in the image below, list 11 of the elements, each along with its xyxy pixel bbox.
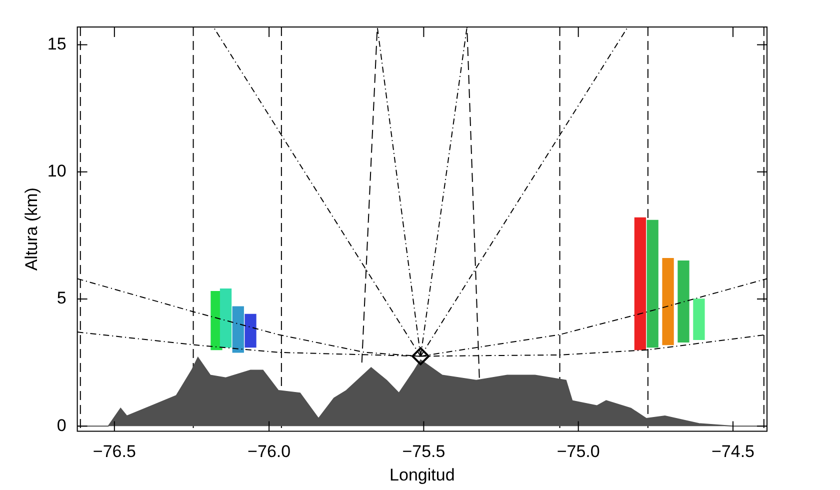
y-axis-title: Altura (km) xyxy=(22,188,41,271)
y-tick-label: 0 xyxy=(56,416,66,435)
x-tick-label: −75.0 xyxy=(556,442,600,462)
x-axis-title: Longitud xyxy=(390,465,455,484)
x-tick-label: −75.5 xyxy=(402,442,446,462)
x-tick-label: −74.5 xyxy=(711,442,754,462)
x-tick-label: −76.5 xyxy=(92,442,136,462)
x-tick-label: −76.0 xyxy=(248,442,291,462)
y-tick-label: 5 xyxy=(56,288,66,308)
y-tick-label: 10 xyxy=(47,162,66,181)
y-tick-label: 15 xyxy=(47,34,66,54)
